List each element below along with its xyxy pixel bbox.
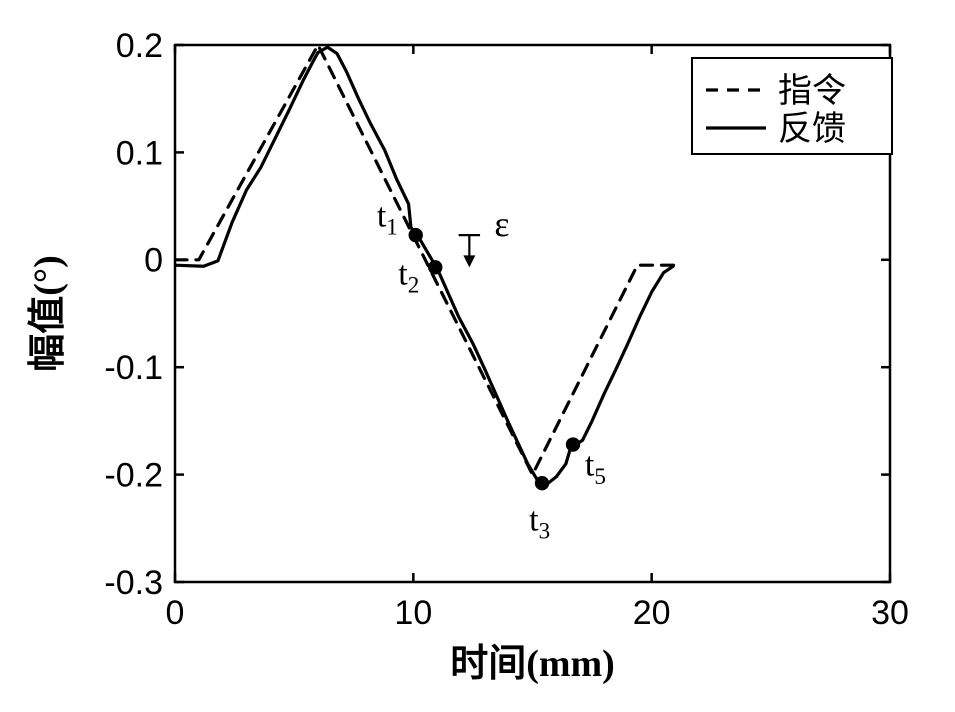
legend-label: 指令 [778,72,846,110]
y-tick-label: 0 [144,242,163,280]
y-tick-label: 0.1 [116,134,163,172]
marker-t1 [409,228,423,242]
marker-t5 [566,437,580,451]
x-tick-label: 0 [166,594,185,632]
line-chart: 0102030-0.3-0.2-0.100.10.2时间(mm)幅值(°)t1t… [0,0,955,712]
marker-t2 [428,260,442,274]
annotation-eps_label: ε [494,204,509,244]
y-axis-label: 幅值(°) [27,255,69,372]
x-tick-label: 20 [633,594,671,632]
y-tick-label: -0.1 [104,349,163,387]
chart-container: 0102030-0.3-0.2-0.100.10.2时间(mm)幅值(°)t1t… [0,0,955,712]
x-tick-label: 30 [871,594,909,632]
legend-label: 反馈 [778,110,846,148]
x-tick-label: 10 [394,594,432,632]
x-axis-label: 时间(mm) [450,643,615,685]
marker-t3 [535,476,549,490]
y-tick-label: 0.2 [116,27,163,65]
y-tick-label: -0.3 [104,564,163,602]
y-tick-label: -0.2 [104,457,163,495]
